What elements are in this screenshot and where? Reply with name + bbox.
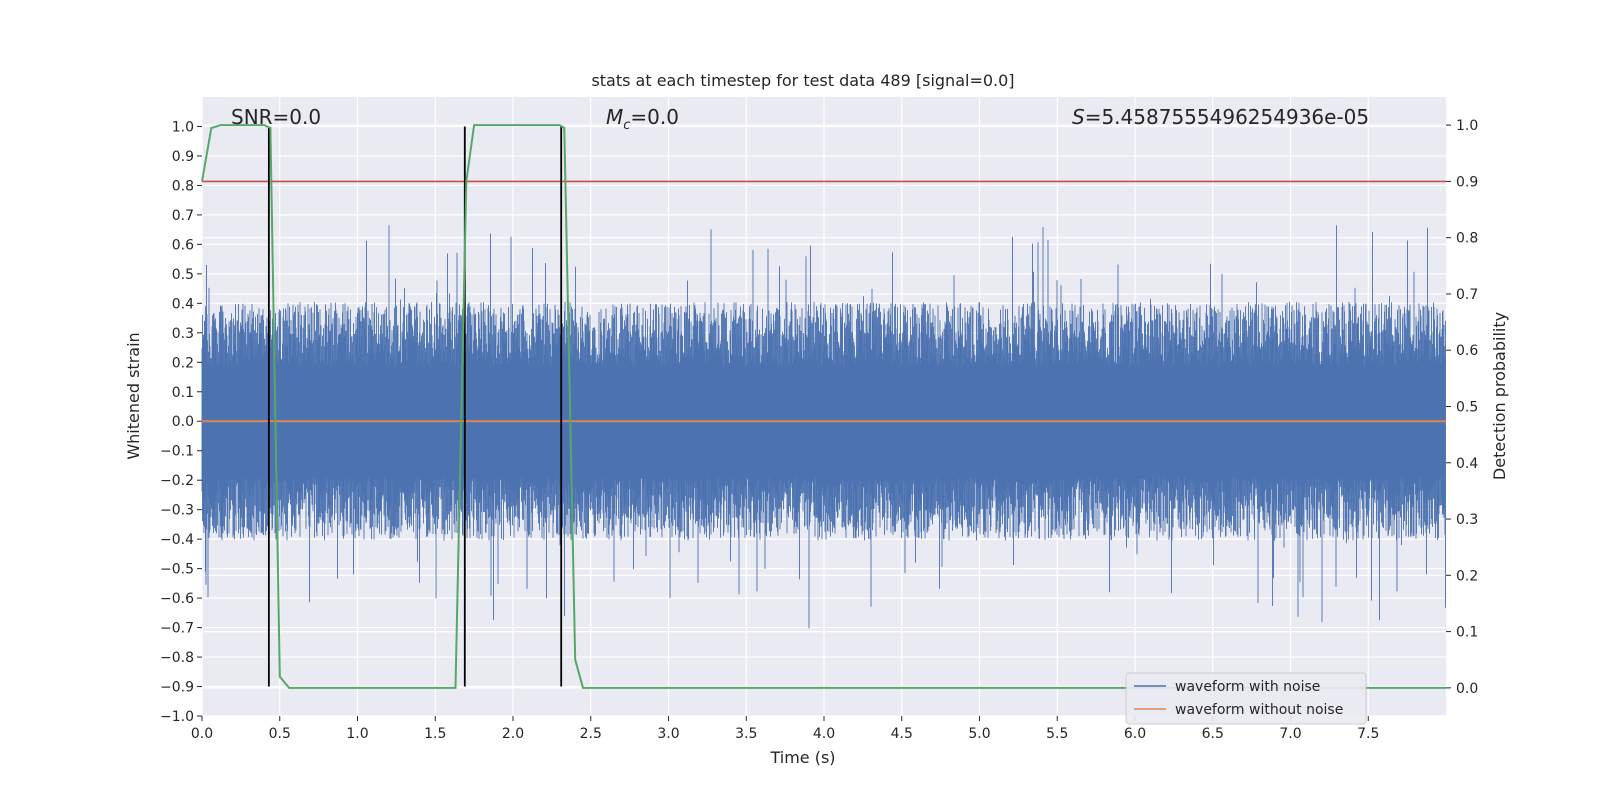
y2-tick-label: 0.0 [1456,681,1478,697]
x-ticks: 0.0 0.5 1.0 1.5 2.0 2.5 3.0 3.5 4.0 4.5 5.0 5.5 6.0 6… [191,716,1379,742]
y-tick-label: −0.9 [160,680,194,696]
y-tick-label: −1.0 [160,709,194,725]
y2-tick-label: 0.9 [1456,174,1478,190]
x-tick-label: 1.5 [424,726,446,742]
y2-tick-label: 1.0 [1456,118,1478,134]
series-waveform-with-noise [201,225,1446,629]
x-tick-label: 5.0 [968,726,990,742]
y2-tick-label: 0.6 [1456,343,1478,359]
y-tick-label: −0.7 [160,621,194,637]
x-tick-label: 3.5 [735,726,757,742]
x-tick-label: 2.0 [502,726,524,742]
y2-axis-label: Detection probability [1490,312,1509,480]
waveform-with-noise-line [201,225,1446,629]
legend: waveform with noise waveform without noi… [1125,672,1367,725]
y-ticks: −1.0 −0.9 −0.8 −0.7 −0.6 −0.5 −0.4 −0.3 −0.2 −0.1… [160,119,202,725]
x-tick-label: 4.5 [891,726,913,742]
legend-box [1125,672,1367,725]
y2-ticks: 0.0 0.1 0.2 0.3 0.4 0.5 0.6 0.7 0.8 0.9 1.0 [1446,118,1478,697]
x-tick-label: 1.0 [346,726,368,742]
y2-tick-label: 0.1 [1456,625,1478,641]
y-tick-label: −0.2 [160,473,194,489]
y2-tick-label: 0.8 [1456,231,1478,247]
y-tick-label: 0.1 [172,385,194,401]
y-tick-label: −0.3 [160,503,194,519]
y-tick-label: 1.0 [172,119,194,135]
y-tick-label: 0.7 [172,208,194,224]
y-tick-label: 0.2 [172,355,194,371]
annotation-mc: Mc=0.0 [606,105,679,133]
x-axis-label: Time (s) [769,748,835,767]
y-tick-label: 0.4 [172,296,194,312]
x-tick-label: 7.0 [1279,726,1301,742]
y-tick-label: −0.1 [160,444,194,460]
y2-tick-label: 0.3 [1456,512,1478,528]
x-tick-label: 6.5 [1202,726,1224,742]
annotation-mc-symbol: M [606,105,623,129]
overlays [201,124,1446,689]
y-tick-label: 0.6 [172,237,194,253]
detection-probability-line [201,124,1446,689]
annotation-s-value: =5.4587555496254936e-05 [1085,105,1369,129]
y-tick-label: −0.4 [160,532,194,548]
y-tick-label: −0.6 [160,591,194,607]
y-tick-label: 0.9 [172,149,194,165]
annotation-s: S=5.4587555496254936e-05 [1072,105,1369,129]
x-tick-label: 4.0 [813,726,835,742]
y-tick-label: −0.5 [160,562,194,578]
x-tick-label: 6.0 [1124,726,1146,742]
annotation-mc-value: =0.0 [630,105,679,129]
x-tick-label: 7.5 [1357,726,1379,742]
y-tick-label: −0.8 [160,650,194,666]
legend-label-without-noise: waveform without noise [1175,702,1343,718]
x-tick-label: 5.5 [1046,726,1068,742]
y2-tick-label: 0.7 [1456,287,1478,303]
x-tick-label: 0.5 [269,726,291,742]
chart-title: stats at each timestep for test data 489… [591,71,1014,90]
annotation-mc-sub: c [623,118,630,133]
x-tick-label: 0.0 [191,726,213,742]
legend-label-with-noise: waveform with noise [1175,679,1320,695]
y-tick-label: 0.3 [172,326,194,342]
annotation-snr: SNR=0.0 [231,105,321,129]
x-tick-label: 2.5 [580,726,602,742]
x-tick-label: 3.0 [657,726,679,742]
y-tick-label: 0.5 [172,267,194,283]
y-tick-label: 0.0 [172,414,194,430]
y-axis-label: Whitened strain [124,332,143,459]
annotation-s-symbol: S [1072,105,1085,129]
y2-tick-label: 0.2 [1456,568,1478,584]
y-tick-label: 0.8 [172,178,194,194]
y2-tick-label: 0.4 [1456,456,1478,472]
y2-tick-label: 0.5 [1456,400,1478,416]
